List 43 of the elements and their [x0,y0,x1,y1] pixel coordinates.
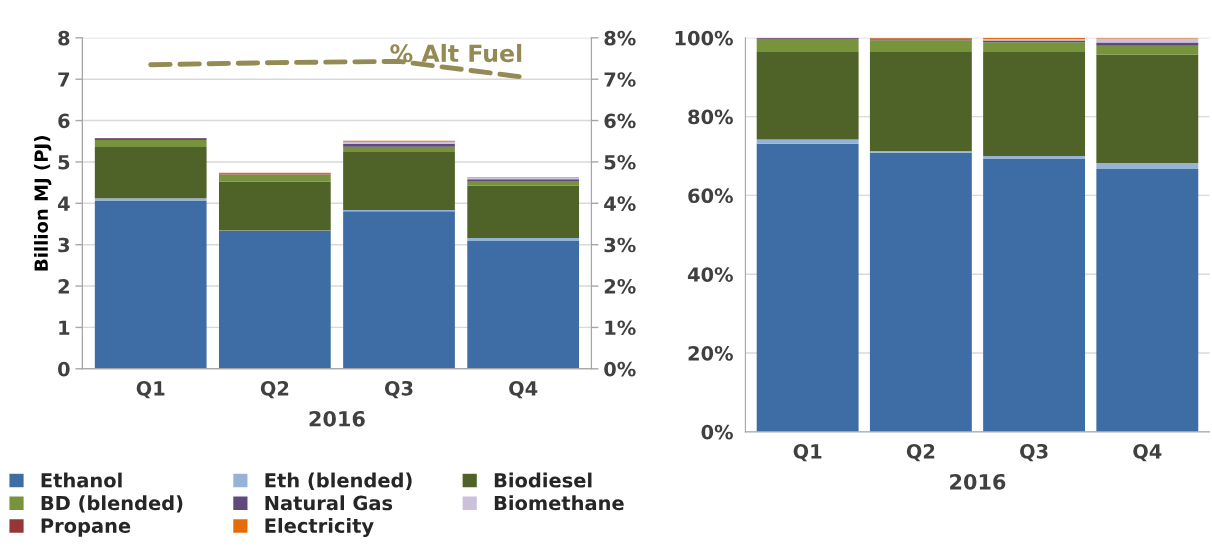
legend-label: BD (blended) [41,495,183,513]
x-tick-label: Q4 [509,380,538,399]
legend-label: Biodiesel [494,472,592,488]
y-tick-label: 2 [58,279,69,294]
x-tick-label: Q3 [1020,443,1048,462]
y2-tick-label: 6% [604,113,636,129]
y-tick-label: 1 [59,320,70,335]
y2-tick-label: 5% [604,154,636,170]
y-tick-label: 5 [58,155,70,170]
legend-label: Ethanol [41,472,122,488]
x-tick-label: Q1 [136,380,165,399]
y2-tick-label: 4% [604,196,636,211]
legend-label: Eth (blended) [265,472,412,490]
y2-tick-label: 3% [604,237,636,253]
x-tick-label: Q2 [260,380,289,399]
y2-tick-label: 1% [605,320,636,336]
y-tick-label: 3 [58,237,70,253]
y2-tick-label: 0% [604,361,636,377]
x-tick-label: Q1 [793,443,822,462]
legend-label: Propane [41,518,131,537]
x-tick-label: Q2 [906,443,935,462]
y-tick-label: 8 [58,30,70,46]
y2-tick-label: 7% [604,72,636,87]
legend-label: Biomethane [494,495,624,511]
y-tick-label: 0% [701,424,733,440]
y-tick-label: 80% [688,109,733,125]
y2-tick-label: 8% [604,30,636,46]
y-tick-label: 0 [58,361,70,377]
x-tick-label: Q3 [384,380,413,399]
y-tick-label: 40% [687,267,733,282]
y2-tick-label: 2% [604,279,636,294]
y-axis-title: Billion MJ (PJ) [34,136,52,271]
y-tick-label: 6 [58,113,70,129]
y-tick-label: 100% [675,30,733,46]
y-tick-label: 20% [688,345,733,361]
legend-label: Natural Gas [265,495,393,511]
x-axis-title: 2016 [950,473,1006,490]
y-tick-label: 7 [58,72,70,87]
y-tick-label: 4 [57,196,70,211]
x-tick-label: Q4 [1133,443,1162,462]
legend-label: Electricity [265,517,374,537]
y-tick-label: 60% [688,188,733,204]
x-axis-title: 2016 [309,410,365,427]
